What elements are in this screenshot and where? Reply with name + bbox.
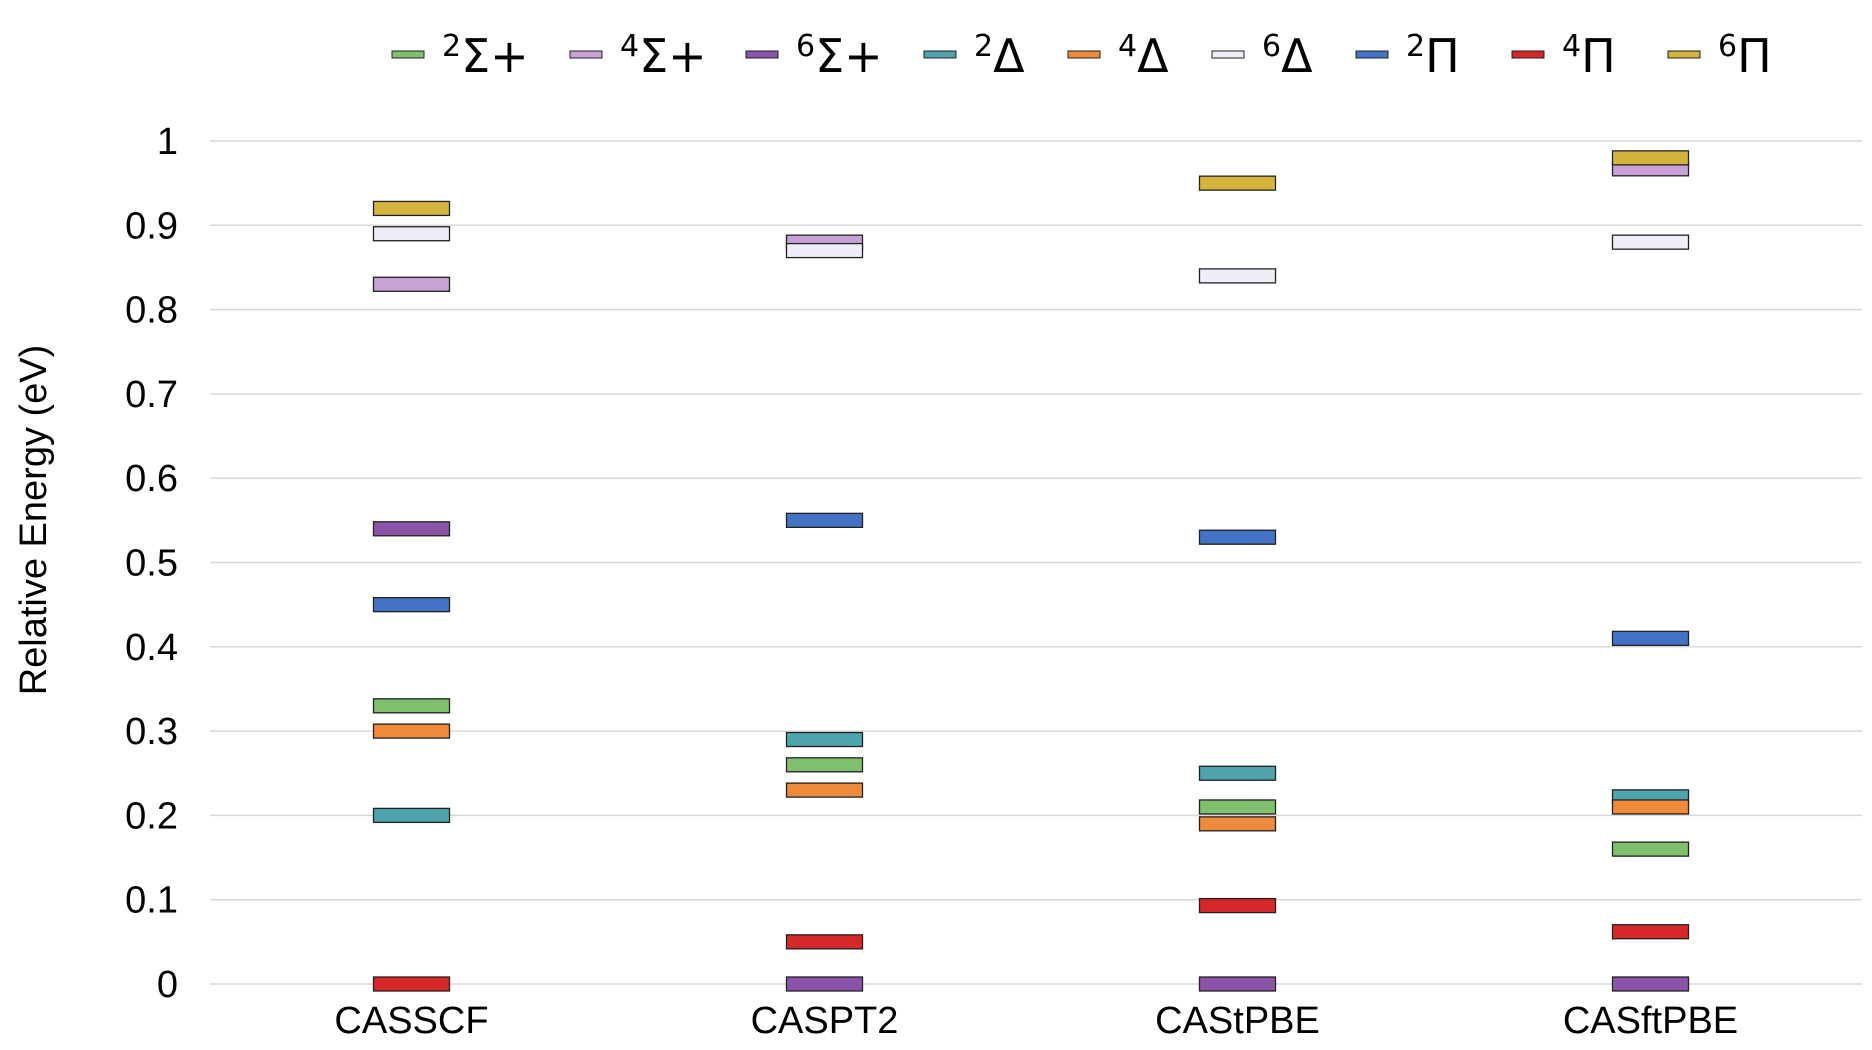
x-tick-label: CASftPBE — [1563, 1000, 1738, 1042]
legend-item: 4Σ+ — [569, 29, 707, 83]
legend: 2Σ+ 4Σ+ 6Σ+ 2Δ 4Δ 6Δ 2Π 4Π 6Π — [391, 29, 1772, 83]
energy-level-bar — [785, 976, 864, 992]
energy-level-bar — [785, 512, 864, 528]
energy-level-bar — [785, 731, 864, 748]
energy-level-bar — [1611, 630, 1690, 647]
legend-label: 4Π — [1562, 29, 1616, 83]
energy-level-bar — [1611, 234, 1690, 250]
y-axis-ticks: 0 0.1 0.2 0.3 0.4 0.5 0.6 0.7 0.8 0.9 1 — [125, 121, 178, 1006]
energy-level-bar — [1198, 175, 1277, 191]
energy-level-bar — [785, 934, 864, 950]
energy-level-bar — [372, 698, 451, 714]
energy-level-bar — [372, 226, 451, 242]
energy-levels — [372, 150, 1690, 992]
energy-level-bar — [1611, 976, 1690, 992]
legend-swatch — [745, 50, 779, 59]
y-tick-label: 0.9 — [125, 205, 178, 247]
legend-swatch — [1511, 50, 1545, 59]
energy-level-bar — [1198, 529, 1277, 545]
legend-swatch — [391, 50, 425, 59]
legend-label: 2Σ+ — [442, 29, 529, 83]
y-tick-label: 0.4 — [125, 627, 178, 669]
energy-level-bar — [372, 723, 451, 739]
legend-item: 6Π — [1667, 29, 1772, 83]
legend-swatch — [1211, 50, 1245, 59]
energy-level-bar — [1198, 799, 1277, 815]
legend-label: 4Σ+ — [620, 29, 707, 83]
legend-item: 2Σ+ — [391, 29, 529, 83]
energy-level-bar — [1198, 976, 1277, 992]
energy-level-bar — [372, 276, 451, 292]
energy-level-bar — [1198, 897, 1277, 914]
legend-swatch — [923, 50, 957, 59]
energy-level-bar — [372, 200, 451, 217]
x-axis-ticks: CASSCF CASPT2 CAStPBE CASftPBE — [334, 1000, 1738, 1042]
legend-swatch — [569, 50, 603, 59]
legend-item: 4Δ — [1067, 29, 1169, 83]
y-tick-label: 0.3 — [125, 711, 178, 753]
energy-level-bar — [372, 976, 451, 992]
legend-item: 6Σ+ — [745, 29, 883, 83]
energy-level-bar — [1198, 268, 1277, 284]
y-axis-label: Relative Energy (eV) — [13, 345, 55, 696]
legend-item: 2Δ — [923, 29, 1025, 83]
y-tick-label: 0.6 — [125, 458, 178, 500]
energy-level-bar — [1198, 765, 1277, 781]
energy-level-bar — [1611, 924, 1690, 940]
y-tick-label: 0 — [157, 964, 178, 1006]
legend-label: 2Π — [1406, 29, 1460, 83]
energy-level-bar — [372, 521, 451, 537]
energy-level-bar — [785, 242, 864, 259]
energy-level-bar — [785, 782, 864, 798]
y-tick-label: 1 — [157, 121, 178, 163]
legend-item: 4Π — [1511, 29, 1616, 83]
legend-item: 6Δ — [1211, 29, 1313, 83]
legend-swatch — [1667, 50, 1701, 59]
x-tick-label: CASSCF — [334, 1000, 488, 1042]
energy-level-bar — [1611, 841, 1690, 857]
x-tick-label: CASPT2 — [751, 1000, 899, 1042]
energy-level-bar — [372, 807, 451, 824]
energy-level-bar — [1198, 816, 1277, 832]
y-tick-label: 0.7 — [125, 374, 178, 416]
y-tick-label: 0.8 — [125, 290, 178, 332]
legend-label: 2Δ — [974, 29, 1025, 83]
energy-level-bar — [372, 597, 451, 613]
x-tick-label: CAStPBE — [1155, 1000, 1320, 1042]
legend-label: 6Π — [1718, 29, 1772, 83]
energy-level-bar — [1611, 799, 1690, 815]
y-tick-label: 0.1 — [125, 880, 178, 922]
y-tick-label: 0.5 — [125, 543, 178, 585]
legend-swatch — [1355, 50, 1389, 59]
energy-level-bar — [1611, 150, 1690, 166]
y-tick-label: 0.2 — [125, 795, 178, 837]
gridlines — [210, 140, 1862, 985]
legend-label: 6Σ+ — [796, 29, 883, 83]
legend-item: 2Π — [1355, 29, 1460, 83]
legend-label: 6Δ — [1262, 29, 1313, 83]
energy-level-bar — [785, 757, 864, 773]
legend-label: 4Δ — [1118, 29, 1169, 83]
legend-swatch — [1067, 50, 1101, 59]
